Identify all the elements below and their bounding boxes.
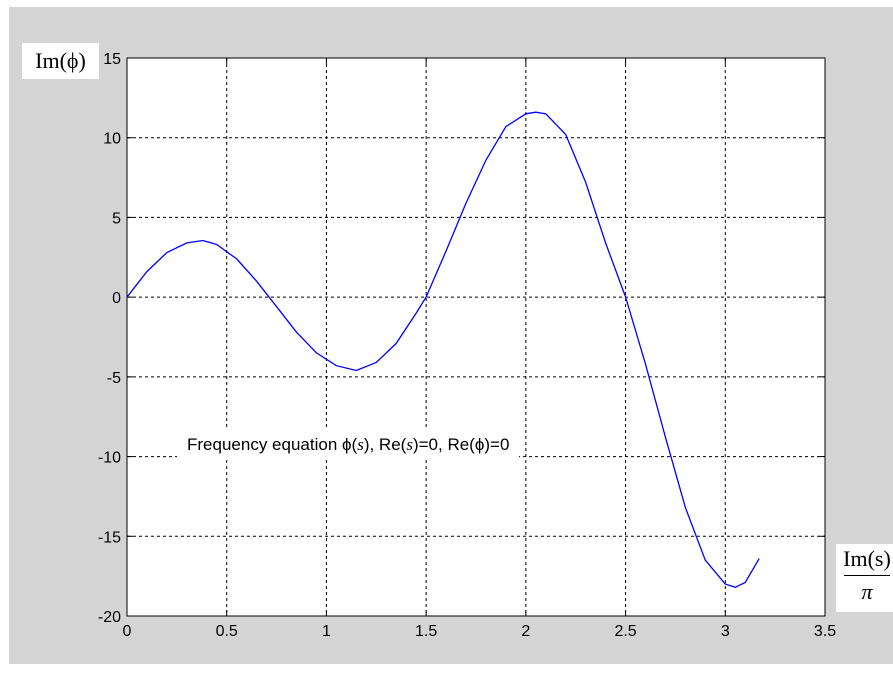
axes-background <box>127 58 825 616</box>
x-tick-label: 0 <box>123 623 132 640</box>
annotation-s-1: s <box>357 435 364 454</box>
x-tick-label: 3.5 <box>814 623 836 640</box>
y-tick-label: -10 <box>98 450 121 467</box>
x-tick-label: 1 <box>322 623 331 640</box>
y-axis-label-text: Im(ϕ) <box>35 48 86 73</box>
y-tick-label: -20 <box>98 609 121 626</box>
tick-labels: 0 0.5 1 1.5 2 2.5 3 3.5 15 10 5 0 -5 -10 -15 -20 <box>98 51 836 640</box>
annotation-prefix: Frequency equation <box>187 435 342 454</box>
axes-frame <box>126 57 826 617</box>
plot-svg: 0 0.5 1 1.5 2 2.5 3 3.5 15 10 5 0 -5 -10 -15 -20 <box>98 51 836 640</box>
x-tick-label: 1.5 <box>415 623 437 640</box>
annotation-paren-1: ( <box>351 435 358 454</box>
y-tick-label: -5 <box>107 370 121 387</box>
y-tick-label: 15 <box>103 51 121 68</box>
x-axis-label: Im(s) π <box>836 544 893 612</box>
x-axis-label-numerator: Im(s) <box>843 546 891 571</box>
x-tick-label: 2 <box>521 623 530 640</box>
y-tick-label: 0 <box>112 290 121 307</box>
annotation-paren-3: )=0, Re( <box>412 435 475 454</box>
y-axis-label: Im(ϕ) <box>22 43 99 79</box>
y-tick-label: 5 <box>112 210 121 227</box>
y-tick-label: 10 <box>103 131 121 148</box>
annotation-paren-4: )=0 <box>484 435 510 454</box>
annotation-s-2: s <box>406 435 413 454</box>
y-tick-label: -15 <box>98 529 121 546</box>
x-tick-label: 0.5 <box>216 623 238 640</box>
x-axis-label-fraction-bar <box>844 575 890 576</box>
annotation-paren-2: ), Re( <box>363 435 407 454</box>
x-tick-label: 3 <box>721 623 730 640</box>
x-tick-label: 2.5 <box>614 623 636 640</box>
series-line <box>126 111 760 588</box>
figure-panel: 0 0.5 1 1.5 2 2.5 3 3.5 15 10 5 0 -5 -10 -15 -20 Im(ϕ) … <box>9 7 893 664</box>
annotation-phi-1: ϕ <box>342 435 352 454</box>
annotation-phi-2: ϕ <box>474 435 485 454</box>
x-axis-label-denominator: π <box>861 579 873 604</box>
chart-annotation: Frequency equation ϕ(s), Re(s)=0, Re(ϕ)=… <box>177 430 520 460</box>
